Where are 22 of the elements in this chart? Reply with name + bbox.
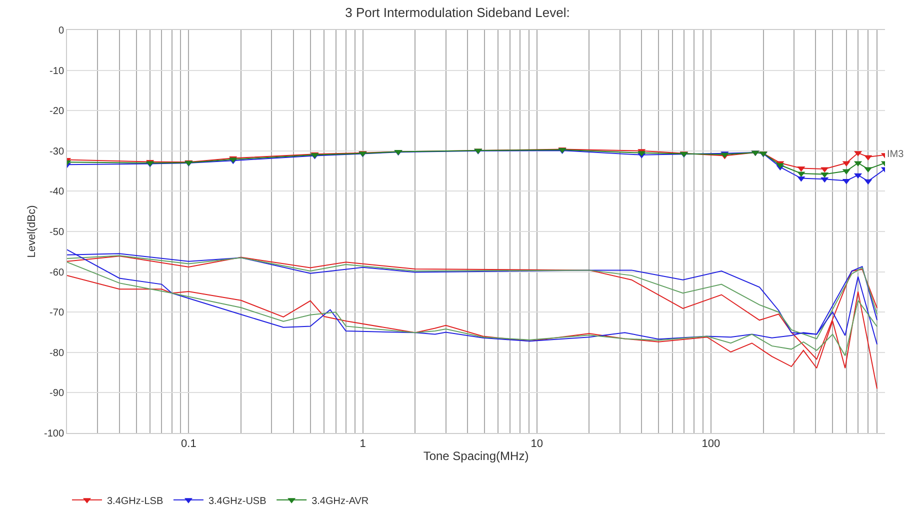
annotation: IM3: [887, 149, 904, 160]
y-axis-title: Level(dBc): [26, 205, 38, 258]
chart-title: 3 Port Intermodulation Sideband Level:: [345, 4, 570, 20]
y-tick-label: -40: [50, 186, 64, 198]
y-tick-label: -90: [50, 388, 64, 400]
y-tick-label: -60: [50, 267, 64, 278]
y-tick-label: -100: [44, 428, 64, 440]
y-tick-label: -50: [50, 227, 64, 238]
x-tick-label: 100: [702, 438, 720, 450]
y-tick-label: -70: [50, 308, 64, 319]
legend-label: 3.4GHz-USB: [208, 496, 267, 507]
legend-label: 3.4GHz-LSB: [107, 496, 164, 507]
legend-label: 3.4GHz-AVR: [312, 496, 369, 507]
y-tick-label: -80: [50, 348, 64, 359]
x-tick-label: 10: [530, 438, 543, 450]
x-tick-label: 1: [360, 438, 366, 450]
x-tick-label: 0.1: [181, 438, 196, 450]
y-tick-label: -20: [50, 106, 64, 118]
y-tick-label: -30: [50, 146, 64, 158]
y-tick-label: -10: [50, 66, 64, 77]
y-tick-label: 0: [58, 26, 64, 36]
x-axis-title: Tone Spacing(MHz): [423, 449, 529, 464]
